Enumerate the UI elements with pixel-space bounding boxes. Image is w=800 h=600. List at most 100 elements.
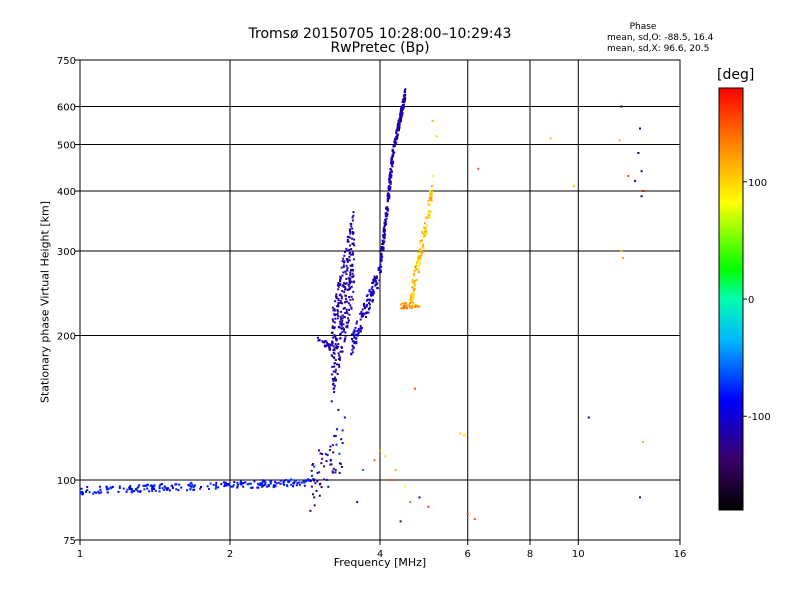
echo-point [161, 487, 164, 490]
echo-point [145, 484, 148, 487]
echo-point [387, 208, 389, 211]
echo-point [367, 298, 370, 301]
echo-point [413, 387, 416, 390]
echo-point [343, 254, 346, 257]
echo-point [343, 291, 346, 294]
echo-point [430, 193, 433, 196]
echo-point [277, 481, 280, 484]
echo-point [339, 326, 342, 329]
echo-point [346, 324, 349, 327]
echo-point [416, 304, 419, 307]
echo-point [275, 482, 278, 485]
echo-point [287, 480, 289, 483]
echo-point [418, 264, 421, 267]
echo-point [331, 318, 334, 321]
echo-point [351, 265, 354, 267]
echo-point [370, 291, 373, 294]
echo-point [395, 132, 398, 135]
echo-point [363, 305, 366, 307]
colorbar-tick-label: 0 [748, 295, 754, 306]
echo-point [335, 296, 338, 299]
colorbar-gradient [718, 87, 744, 511]
echo-point [339, 315, 342, 318]
echo-point [627, 175, 630, 177]
echo-point [340, 318, 342, 321]
echo-point [260, 485, 263, 488]
echo-point [336, 317, 339, 320]
echo-point [347, 321, 349, 324]
echo-point [368, 289, 371, 292]
echo-point [349, 304, 352, 307]
echo-point [338, 462, 341, 465]
echo-point [401, 104, 404, 107]
echo-point [385, 217, 388, 220]
echo-point [333, 352, 336, 355]
echo-point [164, 486, 167, 489]
echo-point [300, 481, 303, 484]
echo-point [384, 223, 387, 226]
echo-point [353, 336, 356, 339]
echo-point [387, 187, 390, 190]
echo-point [352, 290, 355, 293]
echo-point [345, 264, 348, 267]
echo-point [430, 194, 433, 197]
echo-point [333, 321, 336, 324]
echo-point [283, 480, 286, 483]
echo-point [640, 170, 643, 173]
echo-point [390, 162, 393, 165]
echo-point [149, 484, 152, 487]
echo-point [413, 305, 416, 308]
echo-point [167, 487, 170, 490]
echo-point [148, 490, 151, 493]
echo-point [304, 480, 306, 483]
echo-point [348, 285, 351, 288]
echo-point [152, 485, 155, 488]
echo-point [373, 459, 376, 462]
echo-point [368, 303, 371, 306]
echo-point [368, 302, 370, 305]
echo-point [339, 356, 342, 359]
echo-point [315, 489, 318, 492]
echo-point [316, 471, 319, 474]
echo-point [402, 94, 405, 97]
echo-point [339, 283, 341, 286]
echo-point [334, 359, 337, 361]
echo-point [344, 287, 347, 290]
echo-point [412, 294, 415, 297]
echo-point [215, 486, 218, 488]
echo-point [288, 479, 291, 482]
echo-point [351, 276, 354, 278]
echo-point [107, 487, 110, 490]
echo-point [224, 481, 227, 484]
echo-point [430, 191, 433, 194]
echo-point [318, 471, 321, 474]
echo-point [424, 222, 426, 225]
echo-point [404, 485, 407, 488]
echo-point [118, 487, 121, 489]
echo-point [360, 327, 363, 330]
echo-point [351, 340, 354, 343]
echo-point [307, 478, 310, 481]
echo-point [422, 233, 425, 236]
echo-point [390, 173, 393, 176]
echo-point [398, 121, 401, 124]
echo-point [639, 127, 641, 130]
echo-point [231, 485, 234, 488]
echo-point [380, 257, 383, 260]
echo-point [333, 365, 336, 368]
echo-point [388, 189, 391, 192]
echo-point [341, 429, 344, 432]
echo-point [347, 283, 350, 286]
echo-point [336, 313, 339, 315]
echo-point [346, 269, 349, 272]
echo-point [340, 345, 343, 348]
echo-point [95, 491, 98, 494]
echo-point [419, 240, 422, 243]
echo-point [334, 313, 337, 316]
echo-point [151, 486, 154, 489]
axes: 1 2 4 6 8 10 16 75 100 200 300 400 500 600 750 [57, 56, 686, 560]
echo-point [365, 295, 368, 297]
echo-point [425, 232, 427, 235]
echo-point [341, 302, 344, 305]
echo-point [348, 313, 351, 316]
